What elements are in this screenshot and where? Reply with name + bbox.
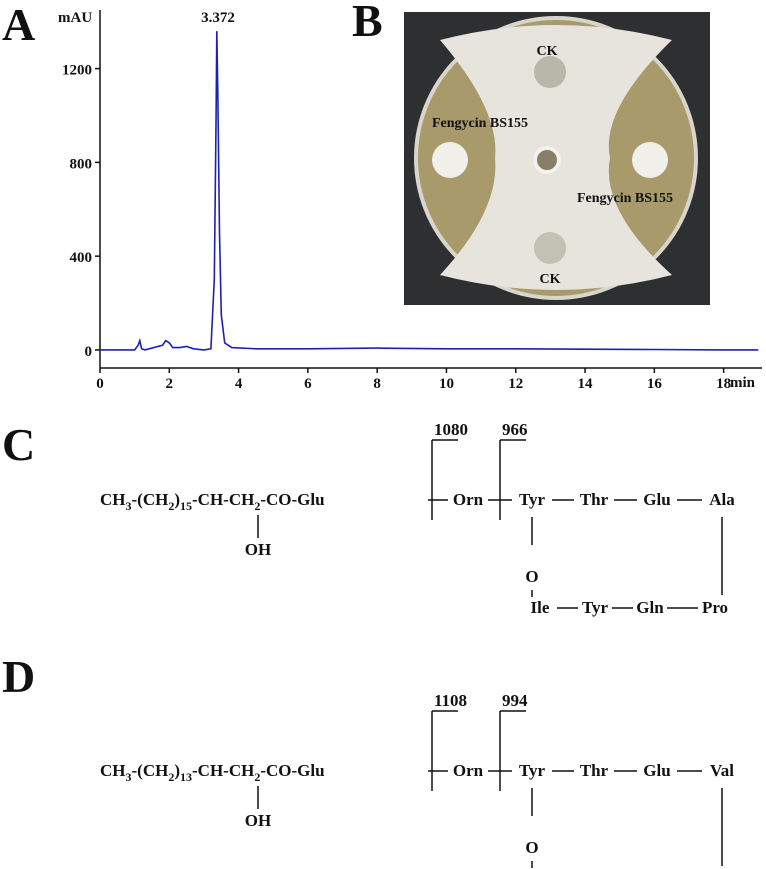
fragment-mass: 1108 — [434, 691, 467, 710]
ester-oxygen: O — [525, 838, 538, 857]
formula-part: -(CH — [132, 490, 169, 509]
residue: Ala — [709, 490, 735, 509]
residue: Thr — [580, 761, 609, 780]
formula-head: CH3-(CH2)13-CH-CH2-CO-Glu — [100, 761, 325, 784]
photo-label: Fengycin BS155 — [432, 116, 528, 131]
formula-part: -CH-CH — [192, 761, 254, 780]
line-series — [100, 31, 759, 351]
ck-well — [534, 232, 566, 264]
fengycin-well — [632, 142, 668, 178]
formula-part: -(CH — [132, 761, 169, 780]
y-axis-label: mAU — [58, 10, 92, 26]
ring-residue: Tyr — [582, 598, 609, 617]
formula-part: -CH-CH — [192, 490, 254, 509]
x-tick-label: 18 — [716, 376, 731, 392]
x-tick-label: 0 — [96, 376, 104, 392]
y-tick-label: 0 — [85, 344, 93, 360]
subscript: 3 — [126, 499, 132, 513]
residue: Glu — [643, 761, 670, 780]
formula-part: -CO-Glu — [260, 761, 324, 780]
panel-letter: B — [352, 0, 383, 46]
formula-part: CH — [100, 761, 126, 780]
subscript: 2 — [168, 499, 174, 513]
y-tick-label: 400 — [70, 250, 93, 266]
panel-letter: A — [2, 0, 35, 50]
subscript: 2 — [254, 770, 260, 784]
x-tick-label: 10 — [439, 376, 454, 392]
fragment-mass: 1080 — [434, 420, 468, 439]
hydroxyl: OH — [245, 540, 271, 559]
fengycin-well — [432, 142, 468, 178]
center-plug — [533, 146, 561, 174]
formula-head: CH3-(CH2)15-CH-CH2-CO-Glu — [100, 490, 325, 513]
ring-residue: Gln — [636, 598, 664, 617]
residue: Orn — [453, 761, 484, 780]
subscript: 2 — [254, 499, 260, 513]
y-tick-label: 1200 — [62, 63, 92, 79]
formula-part: ) — [174, 490, 180, 509]
panel-letter: C — [2, 419, 35, 470]
ring-residue: Ile — [531, 598, 550, 617]
panel-letter: D — [2, 651, 35, 702]
hydroxyl: OH — [245, 811, 271, 830]
formula-part: ) — [174, 761, 180, 780]
x-tick-label: 14 — [578, 376, 594, 392]
subscript: 15 — [180, 499, 192, 513]
subscript: 2 — [168, 770, 174, 784]
fragment-mass: 994 — [502, 691, 528, 710]
ester-oxygen: O — [525, 567, 538, 586]
residue: Thr — [580, 490, 609, 509]
x-tick-label: 6 — [304, 376, 312, 392]
fragment-mass: 966 — [502, 420, 528, 439]
residue: Orn — [453, 490, 484, 509]
photo-label: CK — [537, 44, 558, 59]
ring-residue: Pro — [702, 598, 728, 617]
photo: CK Fengycin BS155 Fengycin BS155 CK — [404, 12, 710, 305]
photo-label: CK — [540, 272, 561, 287]
residue: Tyr — [519, 761, 546, 780]
x-axis-label: min — [730, 375, 756, 391]
ck-well — [534, 56, 566, 88]
residue: Tyr — [519, 490, 546, 509]
x-tick-label: 4 — [235, 376, 243, 392]
x-tick-label: 16 — [647, 376, 663, 392]
residue: Glu — [643, 490, 670, 509]
x-tick-label: 8 — [373, 376, 381, 392]
formula-part: -CO-Glu — [260, 490, 324, 509]
formula-part: CH — [100, 490, 126, 509]
peak-label: 3.372 — [201, 10, 235, 26]
photo-label: Fengycin BS155 — [577, 191, 673, 206]
subscript: 13 — [180, 770, 192, 784]
x-tick-label: 12 — [508, 376, 523, 392]
residue: Val — [710, 761, 734, 780]
subscript: 3 — [126, 770, 132, 784]
y-tick-label: 800 — [70, 156, 93, 172]
x-tick-label: 2 — [166, 376, 174, 392]
